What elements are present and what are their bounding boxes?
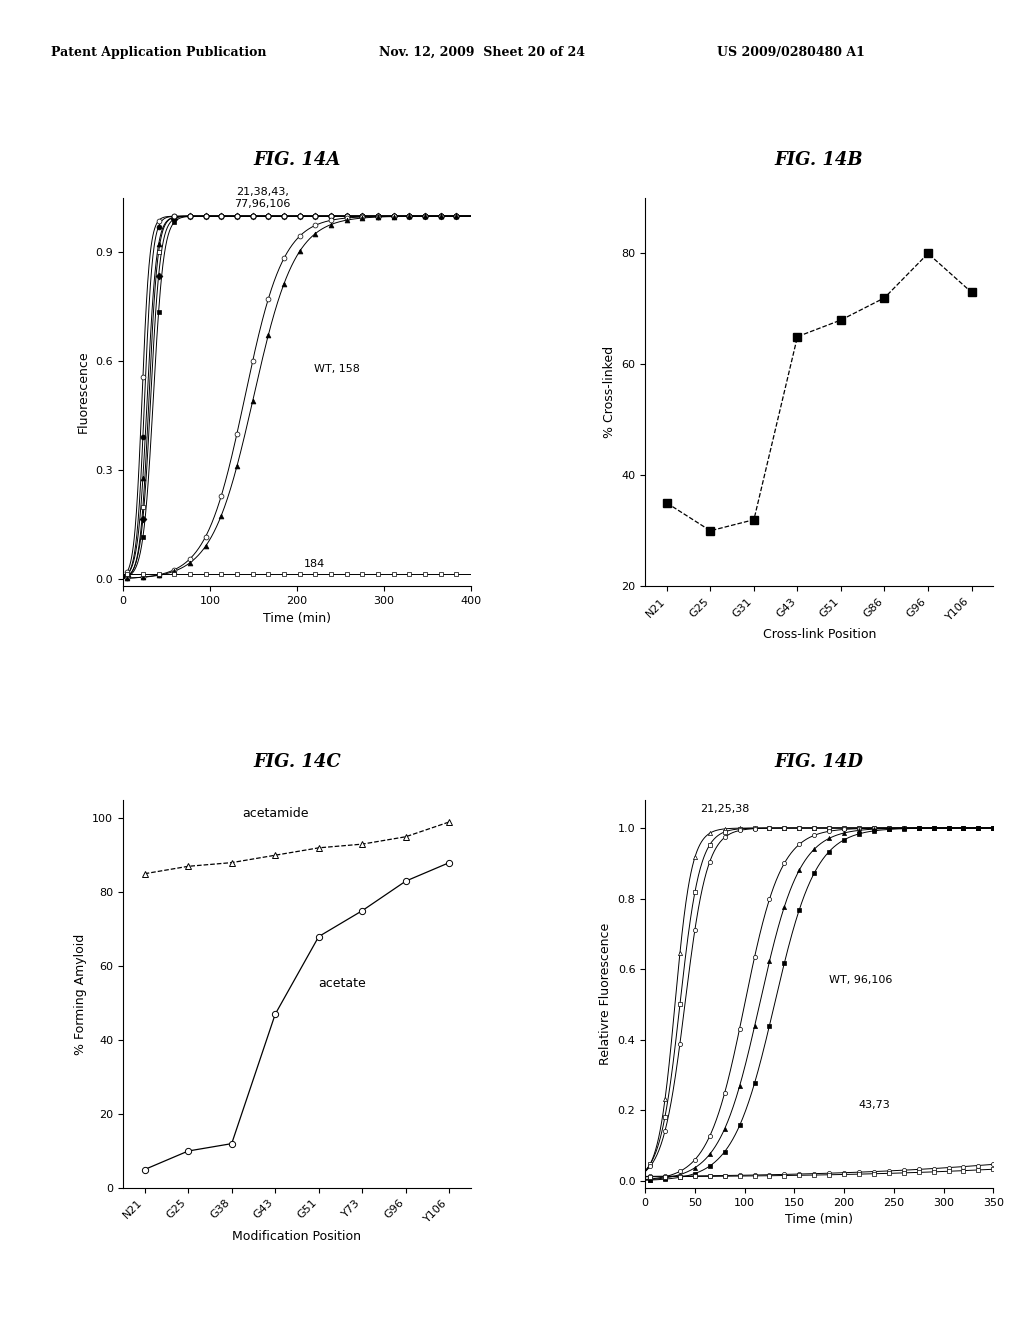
Text: acetate: acetate [318, 977, 367, 990]
Text: WT, 96,106: WT, 96,106 [829, 974, 893, 985]
X-axis label: Time (min): Time (min) [263, 611, 331, 624]
Text: Nov. 12, 2009  Sheet 20 of 24: Nov. 12, 2009 Sheet 20 of 24 [379, 46, 585, 59]
Text: US 2009/0280480 A1: US 2009/0280480 A1 [717, 46, 864, 59]
Text: acetamide: acetamide [242, 807, 308, 820]
Y-axis label: Relativre Fluorescence: Relativre Fluorescence [599, 923, 612, 1065]
Text: 21,38,43,
77,96,106: 21,38,43, 77,96,106 [233, 187, 291, 209]
Y-axis label: Fluorescence: Fluorescence [77, 351, 90, 433]
Y-axis label: % Cross-linked: % Cross-linked [603, 346, 615, 438]
Text: FIG. 14C: FIG. 14C [253, 752, 341, 771]
Text: FIG. 14B: FIG. 14B [775, 150, 863, 169]
Text: 184: 184 [304, 560, 325, 569]
Text: WT, 158: WT, 158 [314, 363, 360, 374]
X-axis label: Time (min): Time (min) [785, 1213, 853, 1226]
Text: 21,25,38: 21,25,38 [699, 804, 750, 814]
Text: FIG. 14D: FIG. 14D [775, 752, 863, 771]
Text: FIG. 14A: FIG. 14A [253, 150, 341, 169]
X-axis label: Modification Position: Modification Position [232, 1230, 361, 1243]
Text: 43,73: 43,73 [858, 1101, 890, 1110]
Y-axis label: % Forming Amyloid: % Forming Amyloid [74, 933, 87, 1055]
X-axis label: Cross-link Position: Cross-link Position [763, 628, 876, 642]
Text: Patent Application Publication: Patent Application Publication [51, 46, 266, 59]
